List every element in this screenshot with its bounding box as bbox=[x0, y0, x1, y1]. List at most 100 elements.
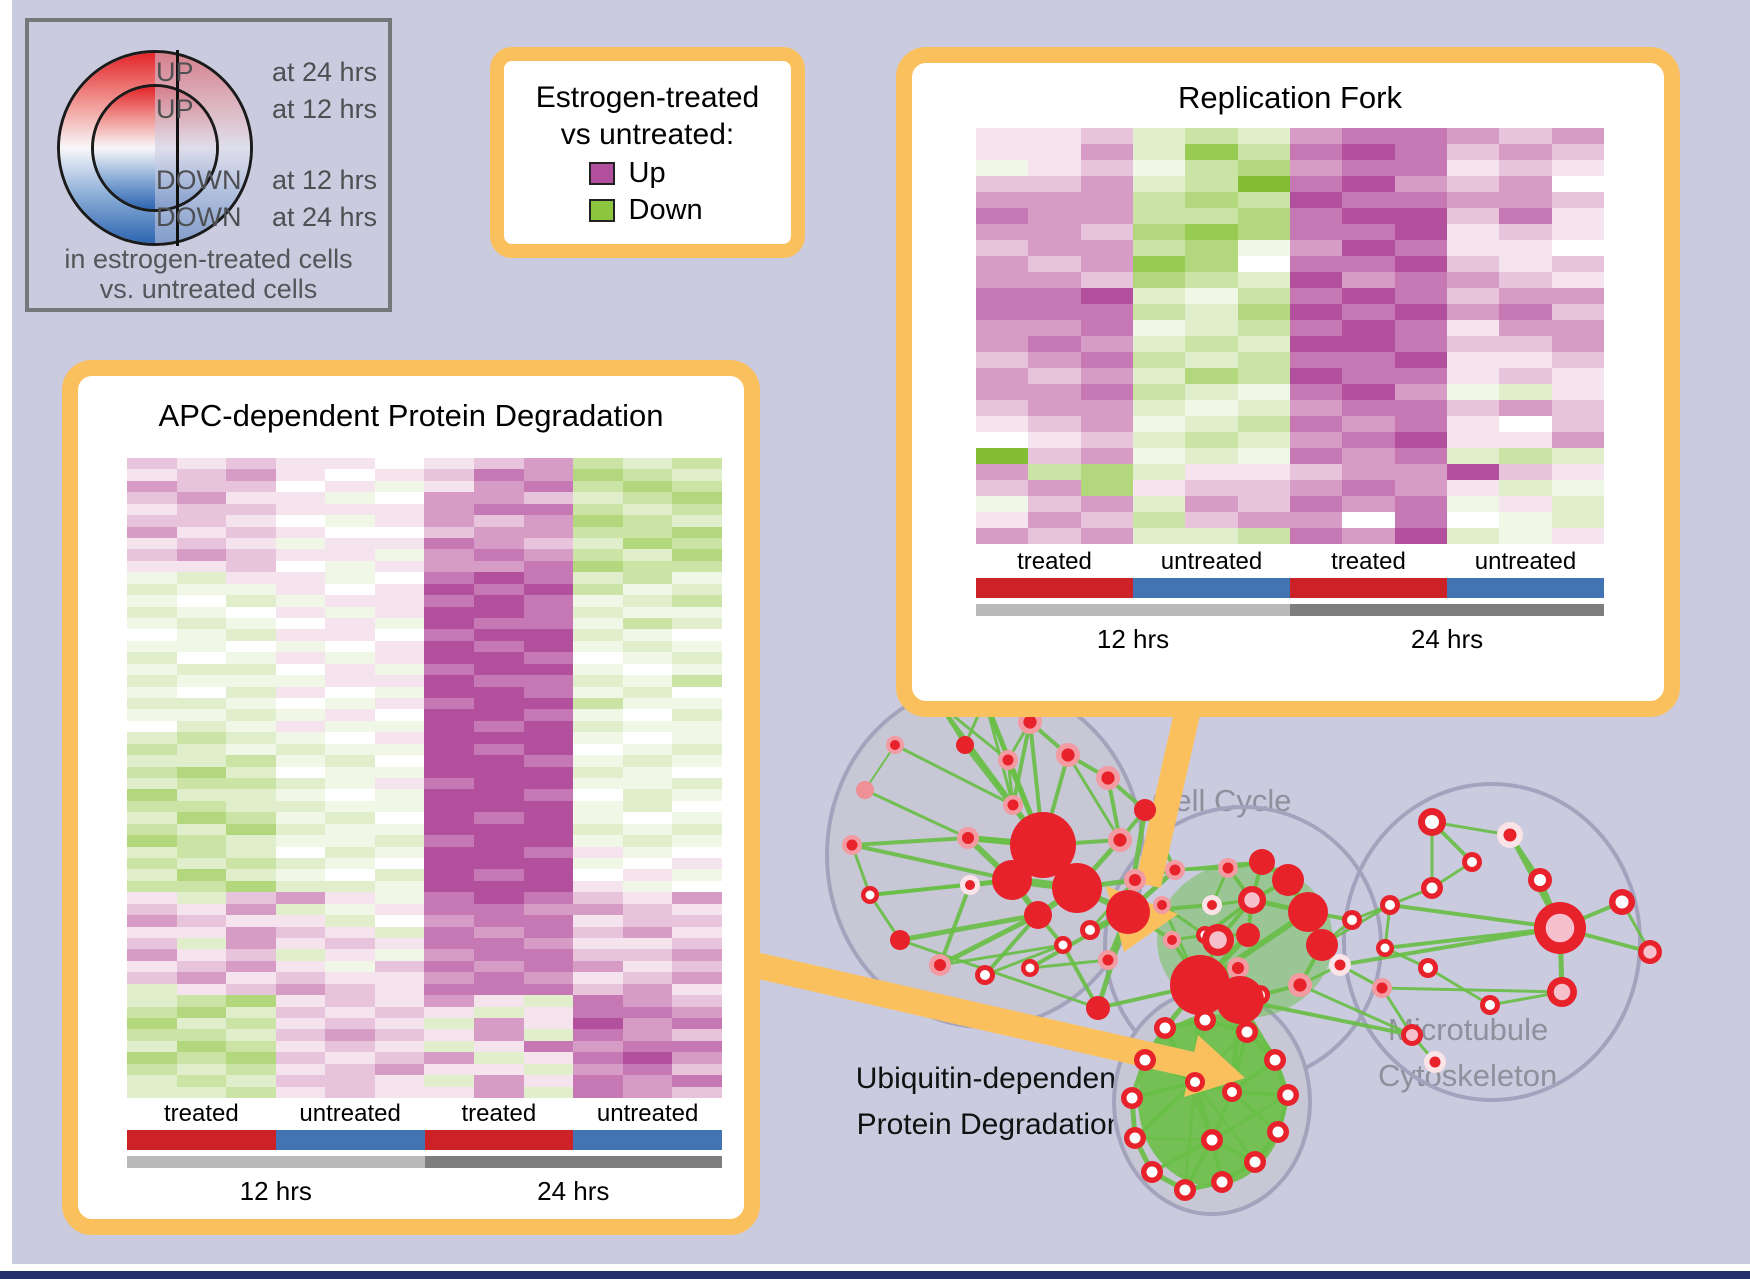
heatmap-cell bbox=[176, 732, 227, 744]
heatmap-cell bbox=[275, 755, 326, 767]
heatmap-cell bbox=[176, 766, 227, 778]
heatmap-cell bbox=[672, 880, 722, 893]
replication-time-labels: 12 hrs 24 hrs bbox=[976, 624, 1604, 655]
down-label: Down bbox=[628, 194, 703, 226]
heatmap-cell bbox=[672, 538, 722, 550]
heatmap-cell bbox=[1237, 256, 1290, 272]
heatmap-cell bbox=[573, 675, 623, 687]
heatmap-cell bbox=[1028, 320, 1081, 336]
heatmap-cell bbox=[325, 1075, 375, 1087]
heatmap-cell bbox=[1551, 448, 1604, 464]
heatmap-cell bbox=[672, 652, 722, 664]
heatmap-cell bbox=[1080, 256, 1133, 272]
heatmap-cell bbox=[573, 1006, 623, 1018]
network-edge bbox=[1133, 1080, 1197, 1140]
heatmap-cell bbox=[127, 903, 177, 916]
replication-treatment-bars bbox=[976, 578, 1604, 598]
heatmap-cell bbox=[573, 469, 623, 481]
heatmap-cell bbox=[976, 480, 1029, 496]
heatmap-cell bbox=[176, 892, 227, 904]
heatmap-cell bbox=[1342, 208, 1395, 224]
heatmap-cell bbox=[374, 583, 425, 596]
heatmap-cell bbox=[374, 492, 425, 504]
heatmap-cell bbox=[424, 720, 475, 733]
heatmap-cell bbox=[275, 458, 326, 470]
heatmap-cell bbox=[1551, 224, 1604, 240]
heatmap-cell bbox=[1499, 144, 1552, 160]
heatmap-cell bbox=[573, 560, 623, 573]
heatmap-cell bbox=[672, 606, 722, 618]
heatmap-cell bbox=[523, 938, 574, 950]
heatmap-cell bbox=[622, 766, 673, 778]
heatmap-cell bbox=[474, 938, 524, 950]
heatmap-cell bbox=[976, 192, 1029, 208]
heatmap-cell bbox=[374, 983, 425, 996]
bar-24hrs bbox=[1290, 604, 1604, 616]
heatmap-cell bbox=[622, 1040, 673, 1053]
heatmap-cell bbox=[424, 480, 475, 493]
network-node-core bbox=[1206, 1134, 1218, 1146]
heatmap-cell bbox=[226, 858, 276, 870]
network-node-core bbox=[1380, 943, 1390, 953]
heatmap-cell bbox=[176, 926, 227, 938]
heatmap-cell bbox=[1132, 288, 1186, 304]
heatmap-cell bbox=[226, 972, 276, 984]
heatmap-cell bbox=[226, 778, 276, 790]
network-edge bbox=[938, 884, 972, 966]
heatmap-cell bbox=[573, 766, 623, 778]
heatmap-cell bbox=[127, 846, 177, 858]
arrow-shaft-replication-to-dna bbox=[1135, 689, 1205, 888]
heatmap-cell bbox=[573, 503, 623, 516]
heatmap-cell bbox=[672, 743, 722, 756]
heatmap-cell bbox=[176, 583, 227, 596]
heatmap-cell bbox=[622, 1018, 673, 1030]
heatmap-cell bbox=[424, 675, 475, 687]
heatmap-cell bbox=[976, 256, 1029, 272]
heatmap-cell bbox=[573, 480, 623, 493]
network-node-core bbox=[1139, 1054, 1151, 1066]
heatmap-cell bbox=[474, 983, 524, 996]
estrogen-legend-title-line1: Estrogen-treated bbox=[535, 81, 760, 114]
heatmap-cell bbox=[976, 432, 1029, 448]
heatmap-cell bbox=[622, 583, 673, 596]
heatmap-cell bbox=[226, 538, 276, 550]
heatmap-cell bbox=[325, 458, 375, 470]
heatmap-cell bbox=[1289, 528, 1343, 544]
heatmap-cell bbox=[226, 652, 276, 664]
network-node-core bbox=[1231, 961, 1245, 975]
heatmap-cell bbox=[1342, 464, 1395, 480]
heatmap-cell bbox=[275, 663, 326, 676]
heatmap-cell bbox=[1394, 256, 1447, 272]
heatmap-cell bbox=[374, 823, 425, 836]
heatmap-cell bbox=[1342, 240, 1395, 256]
heatmap-cell bbox=[672, 972, 722, 984]
heatmap-cell bbox=[127, 892, 177, 904]
heatmap-cell bbox=[1080, 464, 1133, 480]
heatmap-cell bbox=[672, 869, 722, 881]
heatmap-cell bbox=[325, 492, 375, 504]
heatmap-cell bbox=[672, 549, 722, 561]
network-node bbox=[1086, 996, 1110, 1020]
heatmap-cell bbox=[976, 224, 1029, 240]
heatmap-cell bbox=[1551, 288, 1604, 304]
heatmap-cell bbox=[325, 675, 375, 687]
heatmap-cell bbox=[325, 789, 375, 801]
heatmap-cell bbox=[1289, 192, 1343, 208]
heatmap-cell bbox=[523, 663, 574, 676]
heatmap-cell bbox=[275, 892, 326, 904]
heatmap-cell bbox=[127, 1063, 177, 1076]
heatmap-cell bbox=[176, 960, 227, 973]
heatmap-cell bbox=[374, 606, 425, 618]
network-node-core bbox=[1467, 857, 1477, 867]
heatmap-cell bbox=[1080, 352, 1133, 368]
heatmap-cell bbox=[523, 1029, 574, 1041]
heatmap-cell bbox=[1185, 384, 1238, 400]
heatmap-cell bbox=[1446, 256, 1500, 272]
heatmap-cell bbox=[622, 869, 673, 881]
network-node bbox=[1306, 929, 1338, 961]
heatmap-cell bbox=[325, 778, 375, 790]
heatmap-cell bbox=[127, 789, 177, 801]
heatmap-cell bbox=[622, 686, 673, 698]
heatmap-cell bbox=[672, 835, 722, 847]
heatmap-cell bbox=[176, 652, 227, 664]
